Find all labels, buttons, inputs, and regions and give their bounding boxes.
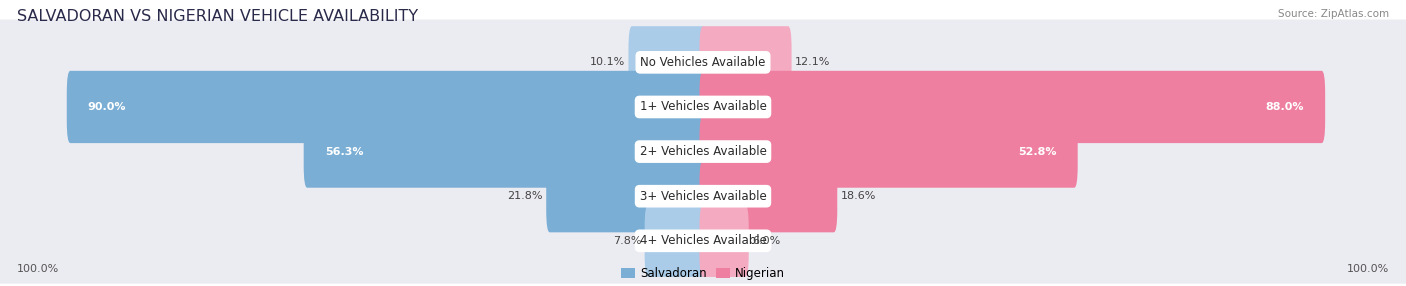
FancyBboxPatch shape [0,153,1406,239]
Text: 90.0%: 90.0% [87,102,127,112]
FancyBboxPatch shape [0,109,1406,194]
Text: No Vehicles Available: No Vehicles Available [640,56,766,69]
Text: 52.8%: 52.8% [1018,147,1057,156]
Text: Source: ZipAtlas.com: Source: ZipAtlas.com [1278,9,1389,19]
Text: 100.0%: 100.0% [1347,264,1389,274]
FancyBboxPatch shape [644,205,707,277]
Text: 56.3%: 56.3% [325,147,363,156]
FancyBboxPatch shape [66,71,707,143]
Text: 18.6%: 18.6% [841,191,876,201]
Text: SALVADORAN VS NIGERIAN VEHICLE AVAILABILITY: SALVADORAN VS NIGERIAN VEHICLE AVAILABIL… [17,9,418,23]
FancyBboxPatch shape [628,26,707,98]
Text: 6.0%: 6.0% [752,236,780,246]
Text: 4+ Vehicles Available: 4+ Vehicles Available [640,234,766,247]
FancyBboxPatch shape [700,205,749,277]
FancyBboxPatch shape [0,19,1406,105]
FancyBboxPatch shape [0,198,1406,284]
FancyBboxPatch shape [304,116,707,188]
Text: 21.8%: 21.8% [508,191,543,201]
FancyBboxPatch shape [700,160,838,232]
Text: 88.0%: 88.0% [1265,102,1305,112]
Legend: Salvadoran, Nigerian: Salvadoran, Nigerian [621,267,785,280]
FancyBboxPatch shape [700,116,1078,188]
FancyBboxPatch shape [546,160,707,232]
Text: 1+ Vehicles Available: 1+ Vehicles Available [640,100,766,114]
Text: 100.0%: 100.0% [17,264,59,274]
Text: 12.1%: 12.1% [796,57,831,67]
FancyBboxPatch shape [700,26,792,98]
Text: 2+ Vehicles Available: 2+ Vehicles Available [640,145,766,158]
FancyBboxPatch shape [0,64,1406,150]
Text: 7.8%: 7.8% [613,236,641,246]
FancyBboxPatch shape [700,71,1324,143]
Text: 10.1%: 10.1% [589,57,624,67]
Text: 3+ Vehicles Available: 3+ Vehicles Available [640,190,766,203]
